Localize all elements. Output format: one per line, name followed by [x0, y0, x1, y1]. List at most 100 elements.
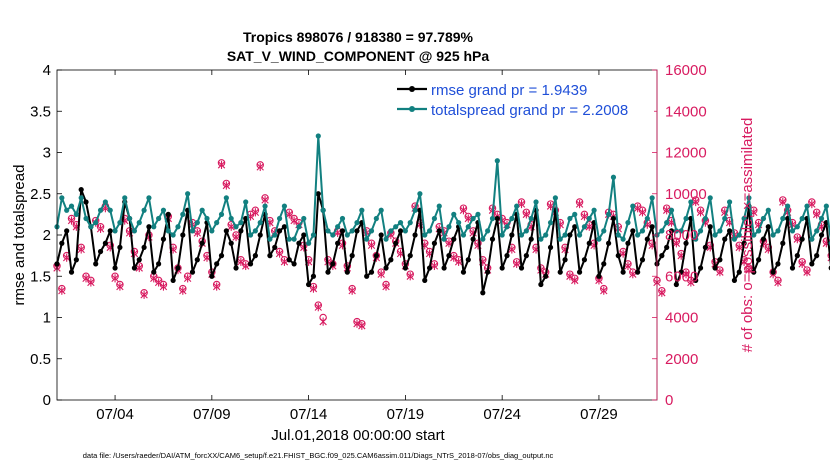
rmse-point: [330, 261, 336, 267]
rmse-point: [586, 240, 592, 246]
totalspread-point: [668, 207, 675, 213]
rmse-point: [780, 240, 786, 246]
totalspread-point: [809, 236, 815, 242]
rmse-point: [470, 236, 476, 242]
rmse-point: [485, 269, 491, 275]
rmse-point: [722, 236, 728, 242]
axis-layer: 07/04 07/09 07/14 07/19 07/24 07/29 0 0.5 1 1.5 2 2…: [30, 62, 707, 423]
assimilated-marker: [735, 243, 743, 252]
rmse-point: [209, 273, 215, 279]
rmse-point: [214, 261, 220, 267]
assimilated-marker: [672, 239, 681, 248]
totalspread-point: [436, 203, 442, 209]
rmse-point: [610, 215, 617, 222]
rmse-point: [422, 277, 428, 283]
totalspread-point: [712, 232, 718, 238]
totalspread-point: [625, 220, 631, 226]
rmse-point: [397, 228, 404, 234]
totalspread-point: [402, 228, 408, 234]
rmse-point: [630, 228, 636, 234]
rmse-point: [97, 248, 104, 255]
totalspread-point: [272, 232, 278, 238]
totalspread-point: [223, 195, 229, 201]
totalspread-point: [659, 228, 665, 234]
totalspread-point: [799, 215, 805, 222]
y-right-tick-label: 14000: [665, 103, 707, 120]
totalspread-point: [518, 232, 525, 238]
y-right-tick-label: 2000: [665, 351, 698, 368]
totalspread-point: [73, 211, 79, 217]
totalspread-point: [397, 220, 404, 226]
totalspread-point: [83, 215, 89, 222]
y-right-tick-label: 6000: [665, 268, 698, 285]
totalspread-point: [494, 158, 500, 164]
rmse-point: [93, 261, 99, 267]
assimilated-marker: [58, 286, 66, 295]
rmse-point: [281, 224, 288, 230]
x-tick-label: 07/14: [290, 406, 328, 423]
totalspread-point: [649, 195, 655, 201]
totalspread-point: [523, 228, 529, 234]
totalspread-point: [407, 220, 413, 226]
assimilated-marker: [280, 257, 289, 266]
assimilated-marker: [580, 212, 589, 221]
totalspread-point: [97, 207, 104, 213]
rmse-point: [291, 261, 297, 267]
rmse-point: [354, 228, 360, 234]
totalspread-point: [683, 215, 689, 222]
rmse-point: [402, 265, 408, 271]
totalspread-point: [780, 215, 786, 222]
totalspread-point: [359, 207, 365, 213]
assimilated-marker: [217, 160, 226, 169]
totalspread-point: [760, 215, 767, 222]
assimilated-marker: [575, 199, 584, 209]
rmse-point: [175, 265, 181, 271]
assimilated-marker: [459, 206, 468, 215]
y-tick-label: 3.5: [30, 103, 51, 120]
rmse-point: [601, 261, 607, 267]
totalspread-point: [320, 207, 326, 213]
y-axis-label: rmse and totalspread: [11, 165, 28, 306]
totalspread-point: [247, 232, 254, 238]
rmse-point: [160, 236, 167, 242]
totalspread-point: [678, 228, 684, 234]
rmse-point: [731, 277, 738, 283]
assimilated-marker: [309, 284, 318, 293]
rmse-point: [393, 240, 399, 246]
rmse-point: [635, 269, 641, 275]
totalspread-point: [146, 195, 152, 201]
totalspread-point: [480, 236, 486, 242]
footer-data-file: data file: /Users/raeder/DAI/ATM_forcXX/…: [83, 451, 554, 460]
totalspread-point: [547, 220, 554, 226]
totalspread-point: [291, 236, 297, 242]
totalspread-point: [576, 232, 583, 238]
rmse-point: [296, 240, 302, 246]
totalspread-point: [325, 228, 331, 234]
y-right-tick-label: 8000: [665, 227, 698, 244]
assimilated-marker: [779, 197, 787, 207]
legend-totalspread-label: totalspread grand pr = 2.2008: [431, 102, 628, 119]
y-tick-label: 1: [43, 310, 51, 327]
totalspread-point: [315, 133, 321, 139]
rmse-point: [712, 265, 718, 271]
rmse-point: [344, 269, 350, 275]
totalspread-point: [514, 203, 520, 209]
rmse-point: [760, 236, 767, 242]
totalspread-point: [78, 195, 84, 201]
totalspread-point: [770, 232, 776, 238]
assimilated-marker: [512, 259, 521, 268]
totalspread-point: [426, 228, 433, 234]
rmse-point: [794, 253, 800, 259]
totalspread-point: [504, 224, 510, 230]
assimilated-marker: [803, 268, 811, 277]
assimilated-marker: [179, 286, 187, 295]
totalspread-point: [475, 211, 481, 217]
rmse-point: [751, 269, 757, 275]
totalspread-point: [88, 224, 94, 230]
totalspread-point: [591, 207, 597, 213]
rmse-point: [146, 224, 152, 230]
totalspread-point: [441, 236, 447, 242]
x-tick-label: 07/09: [193, 406, 231, 423]
totalspread-point: [383, 236, 389, 242]
totalspread-point: [102, 199, 108, 205]
